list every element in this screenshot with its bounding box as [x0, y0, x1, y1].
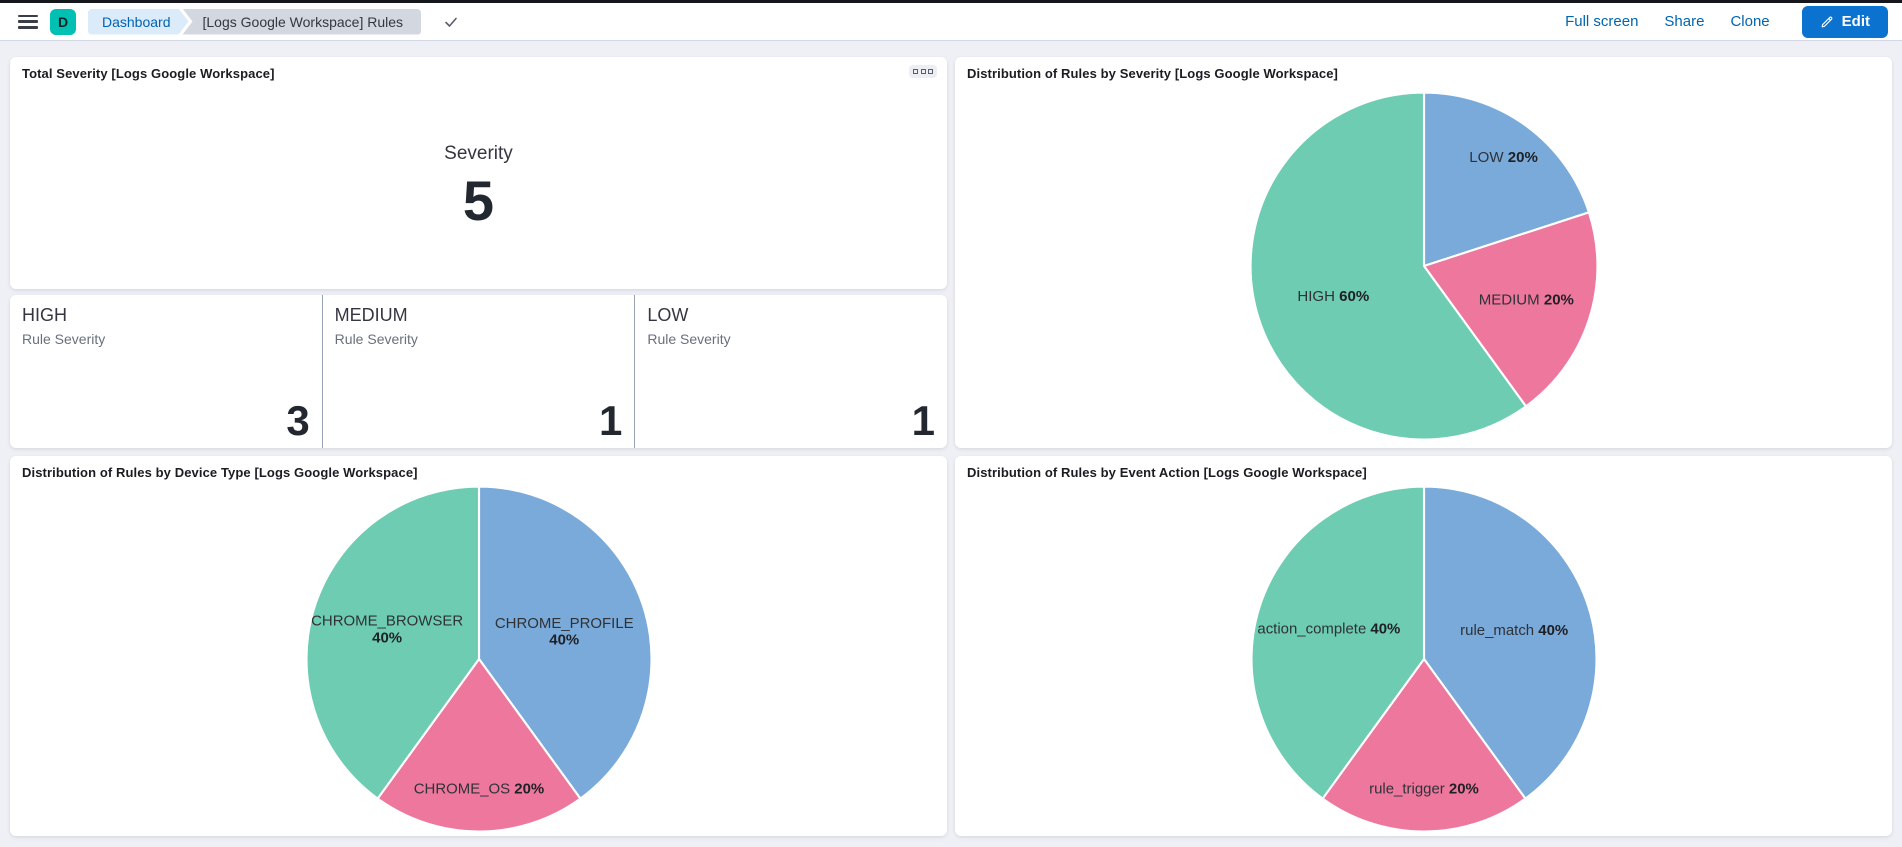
pie-slice-label: HIGH 60% [1297, 287, 1369, 304]
full-screen-link[interactable]: Full screen [1565, 13, 1639, 30]
panel-rules-by-severity: Distribution of Rules by Severity [Logs … [955, 57, 1892, 448]
pie-slice-label: rule_trigger 20% [1369, 781, 1479, 798]
panel-title: Distribution of Rules by Event Action [L… [967, 465, 1367, 480]
panel-severity-breakdown: HIGH Rule Severity 3 MEDIUM Rule Severit… [10, 295, 947, 448]
panel-title: Distribution of Rules by Device Type [Lo… [22, 465, 418, 480]
pie-slice-action_complete[interactable] [1249, 485, 1425, 801]
pie-slice-rule_trigger[interactable] [1320, 657, 1527, 833]
topbar-actions: Full screen Share Clone Edit [1565, 5, 1888, 38]
tile-title: MEDIUM [334, 305, 408, 325]
severity-pie-chart[interactable]: LOW 20% MEDIUM 20% HIGH 60% [955, 83, 1892, 448]
panel-title: Total Severity [Logs Google Workspace] [22, 66, 275, 81]
share-link[interactable]: Share [1664, 13, 1705, 30]
tile-value: 1 [911, 397, 936, 444]
metric-value: 5 [462, 169, 495, 232]
panel-title: Distribution of Rules by Severity [Logs … [967, 66, 1338, 81]
device-type-pie-chart[interactable]: CHROME_PROFILE 40% CHROME_OS 20% CHROME_BRO… [10, 482, 947, 836]
panel-rules-by-event-action: Distribution of Rules by Event Action [L… [955, 456, 1892, 836]
dashboard-grid: Total Severity [Logs Google Workspace] S… [0, 41, 1902, 846]
panel-options-icon[interactable] [909, 65, 937, 78]
tile-high: HIGH Rule Severity 3 [10, 295, 322, 448]
window-top-edge [0, 0, 1902, 3]
pie-slice-HIGH[interactable] [1249, 90, 1527, 441]
pie-slice-CHROME_PROFILE[interactable] [477, 485, 653, 801]
metric-label: Severity [444, 143, 513, 164]
tile-title: LOW [647, 305, 689, 325]
event-action-pie-chart[interactable]: rule_match 40% rule_trigger 20% action_com… [955, 482, 1892, 836]
top-navigation-bar: D Dashboard [Logs Google Workspace] Rule… [0, 3, 1902, 41]
breadcrumb-current-page[interactable]: [Logs Google Workspace] Rules [182, 8, 422, 35]
panel-total-severity: Total Severity [Logs Google Workspace] S… [10, 57, 947, 289]
pie-slice-label: CHROME_PROFILE 40% [494, 615, 633, 649]
tile-medium: MEDIUM Rule Severity 1 [321, 295, 635, 448]
tile-value: 3 [286, 397, 310, 444]
menu-hamburger-icon[interactable] [18, 14, 38, 29]
pencil-icon [1820, 15, 1834, 29]
edit-button-label: Edit [1841, 13, 1870, 30]
tile-low: LOW Rule Severity 1 [634, 295, 947, 448]
pie-slice-label: action_complete 40% [1257, 620, 1400, 637]
severity-tiles: HIGH Rule Severity 3 MEDIUM Rule Severit… [10, 295, 947, 448]
breadcrumb: Dashboard [Logs Google Workspace] Rules [88, 8, 422, 35]
edit-button[interactable]: Edit [1801, 5, 1888, 38]
tile-value: 1 [598, 397, 623, 444]
tile-subtitle: Rule Severity [334, 331, 418, 347]
saved-check-icon [443, 14, 459, 30]
pie-slice-CHROME_OS[interactable] [375, 657, 582, 833]
space-avatar[interactable]: D [50, 8, 76, 35]
pie-slice-label: CHROME_OS 20% [413, 781, 543, 798]
clone-link[interactable]: Clone [1730, 13, 1770, 30]
tile-subtitle: Rule Severity [647, 331, 731, 347]
pie-slice-LOW[interactable] [1422, 90, 1590, 267]
panel-rules-by-device-type: Distribution of Rules by Device Type [Lo… [10, 456, 947, 836]
pie-slice-rule_match[interactable] [1422, 485, 1598, 801]
pie-slice-label: CHROME_BROWSER 40% [311, 613, 463, 647]
severity-metrics-column: Total Severity [Logs Google Workspace] S… [10, 57, 947, 448]
pie-slice-CHROME_BROWSER[interactable] [304, 485, 480, 801]
tile-title: HIGH [22, 305, 67, 325]
pie-slice-label: LOW 20% [1469, 148, 1538, 165]
pie-slice-label: MEDIUM 20% [1478, 291, 1573, 308]
tile-subtitle: Rule Severity [22, 331, 106, 347]
breadcrumb-dashboard[interactable]: Dashboard [88, 9, 189, 35]
pie-slice-MEDIUM[interactable] [1421, 210, 1599, 408]
pie-slice-label: rule_match 40% [1460, 622, 1568, 639]
severity-metric: Severity 5 [10, 83, 947, 289]
